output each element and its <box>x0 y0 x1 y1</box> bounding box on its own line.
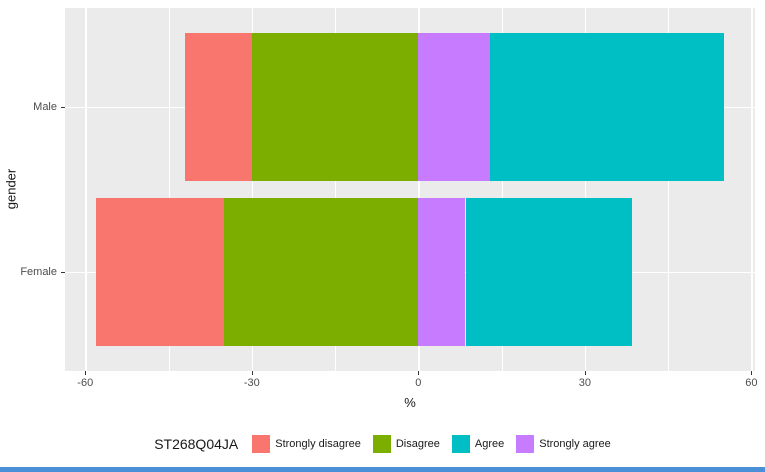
legend-swatch <box>372 435 391 453</box>
bar-segment <box>224 197 419 347</box>
bar-segment <box>465 197 633 347</box>
minor-gridline <box>501 8 503 371</box>
legend-swatch <box>516 435 535 453</box>
bar-segment <box>251 32 419 182</box>
y-tick-mark <box>61 107 65 108</box>
legend-swatch <box>451 435 470 453</box>
x-tick-label: 0 <box>415 377 422 389</box>
bar-segment <box>418 197 466 347</box>
y-tick-label: Male <box>33 101 57 113</box>
legend: ST268Q04JA Strongly disagree Disagree Agre… <box>0 435 765 453</box>
x-tick-label: 30 <box>578 377 591 389</box>
x-axis-title: % <box>404 395 416 410</box>
x-tick-label: -60 <box>77 377 94 389</box>
major-gridline <box>751 8 753 371</box>
x-tick-label: -30 <box>243 377 260 389</box>
legend-label: Agree <box>474 438 505 450</box>
legend-title: ST268Q04JA <box>154 436 239 452</box>
y-tick-mark <box>61 272 65 273</box>
bar-segment <box>490 32 724 182</box>
minor-gridline <box>168 8 170 371</box>
x-tick-mark <box>251 371 253 375</box>
legend-label: Disagree <box>395 438 440 450</box>
bar-segment <box>96 197 225 347</box>
minor-gridline <box>335 8 336 371</box>
bar-segment <box>185 32 252 182</box>
legend-swatch <box>252 435 271 453</box>
x-tick-mark <box>85 371 87 375</box>
plot-panel <box>65 8 755 371</box>
legend-items: Strongly disagree Disagree Agree Strongly a… <box>252 435 611 453</box>
legend-item: Agree <box>451 435 505 453</box>
legend-item: Strongly agree <box>516 435 611 453</box>
legend-item: Disagree <box>372 435 440 453</box>
legend-item: Strongly disagree <box>252 435 361 453</box>
major-gridline <box>584 8 587 371</box>
major-gridline <box>85 8 87 371</box>
x-tick-label: 60 <box>745 377 758 389</box>
y-axis-title: gender <box>3 168 19 210</box>
minor-gridline <box>668 8 669 371</box>
y-tick-label: Female <box>20 266 57 278</box>
major-gridline <box>251 8 254 371</box>
x-tick-mark <box>584 371 586 375</box>
x-tick-mark <box>418 371 420 375</box>
bar-segment <box>418 32 491 182</box>
window-edge-strip <box>0 467 765 472</box>
legend-label: Strongly agree <box>539 438 611 450</box>
x-tick-mark <box>751 371 753 375</box>
legend-label: Strongly disagree <box>275 438 361 450</box>
major-gridline <box>418 8 420 371</box>
